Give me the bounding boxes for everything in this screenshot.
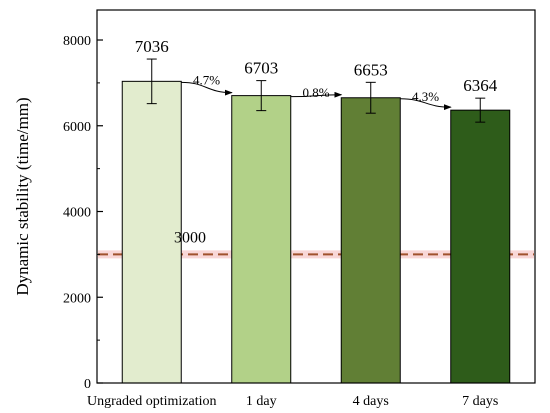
- plot-frame: [96, 9, 536, 384]
- y-tick-label: 6000: [63, 120, 91, 135]
- bar: [450, 109, 511, 384]
- bar: [121, 80, 182, 384]
- y-tick-label: 4000: [63, 206, 91, 221]
- change-arrow: [181, 81, 233, 96]
- bar-value-label: 7036: [135, 37, 169, 56]
- y-axis-title: Dynamic stability (time/mm): [13, 97, 32, 295]
- y-axis-ticks: [97, 39, 103, 384]
- y-tick-label: 8000: [63, 34, 91, 49]
- x-category-label: 7 days: [462, 394, 498, 409]
- change-percent-label: 4.7%: [193, 72, 220, 87]
- change-percent-label: 0.8%: [302, 85, 329, 100]
- change-arrows-group: [181, 81, 452, 111]
- change-arrow: [290, 91, 343, 98]
- bars-group: [121, 80, 511, 384]
- y-tick-label: 0: [84, 377, 91, 392]
- x-category-label: 4 days: [353, 394, 389, 409]
- bar-value-label: 6653: [354, 60, 388, 79]
- bar-value-label: 6364: [463, 76, 498, 95]
- bar: [231, 95, 292, 384]
- x-category-label: 1 day: [246, 394, 277, 409]
- change-arrow: [400, 98, 452, 111]
- x-category-label: Ungraded optimization: [87, 394, 216, 409]
- change-percent-label: 4.3%: [412, 89, 439, 104]
- labels-group: 0 2000 4000 6000 8000 7036 Ungraded optimizati…: [63, 34, 498, 409]
- bar-value-label: 6703: [244, 59, 278, 78]
- reference-value-label: 3000: [174, 229, 206, 246]
- error-bars-group: [146, 58, 486, 123]
- bar: [340, 97, 401, 384]
- y-tick-label: 2000: [63, 291, 91, 306]
